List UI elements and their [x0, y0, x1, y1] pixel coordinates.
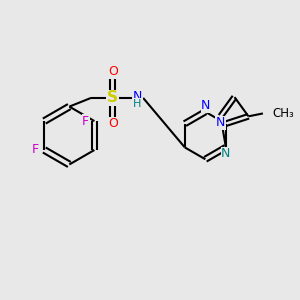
Text: N: N [221, 147, 231, 160]
Text: F: F [82, 115, 89, 128]
Text: N: N [216, 116, 225, 129]
Text: H: H [133, 99, 142, 109]
Text: CH₃: CH₃ [272, 107, 294, 120]
Text: F: F [32, 143, 39, 157]
Text: O: O [108, 118, 118, 130]
Text: S: S [107, 90, 118, 105]
Text: O: O [108, 65, 118, 78]
Text: N: N [133, 90, 142, 103]
Text: N: N [201, 99, 211, 112]
